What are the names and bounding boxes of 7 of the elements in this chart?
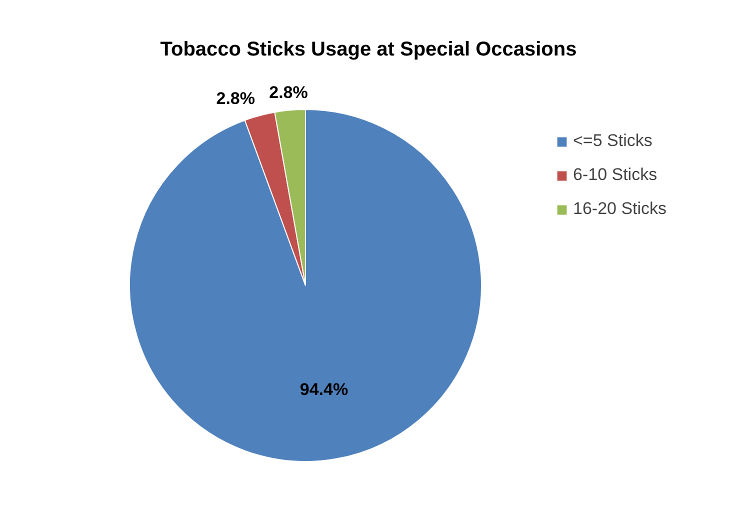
data-label: 2.8%: [269, 83, 308, 102]
data-label: 2.8%: [216, 89, 256, 108]
legend-label: 16-20 Sticks: [573, 199, 667, 219]
legend-label: <=5 Sticks: [573, 131, 652, 151]
legend-label: 6-10 Sticks: [573, 165, 658, 185]
chart-title: Tobacco Sticks Usage at Special Occasions: [160, 38, 577, 60]
data-label: 94.4%: [300, 380, 348, 399]
